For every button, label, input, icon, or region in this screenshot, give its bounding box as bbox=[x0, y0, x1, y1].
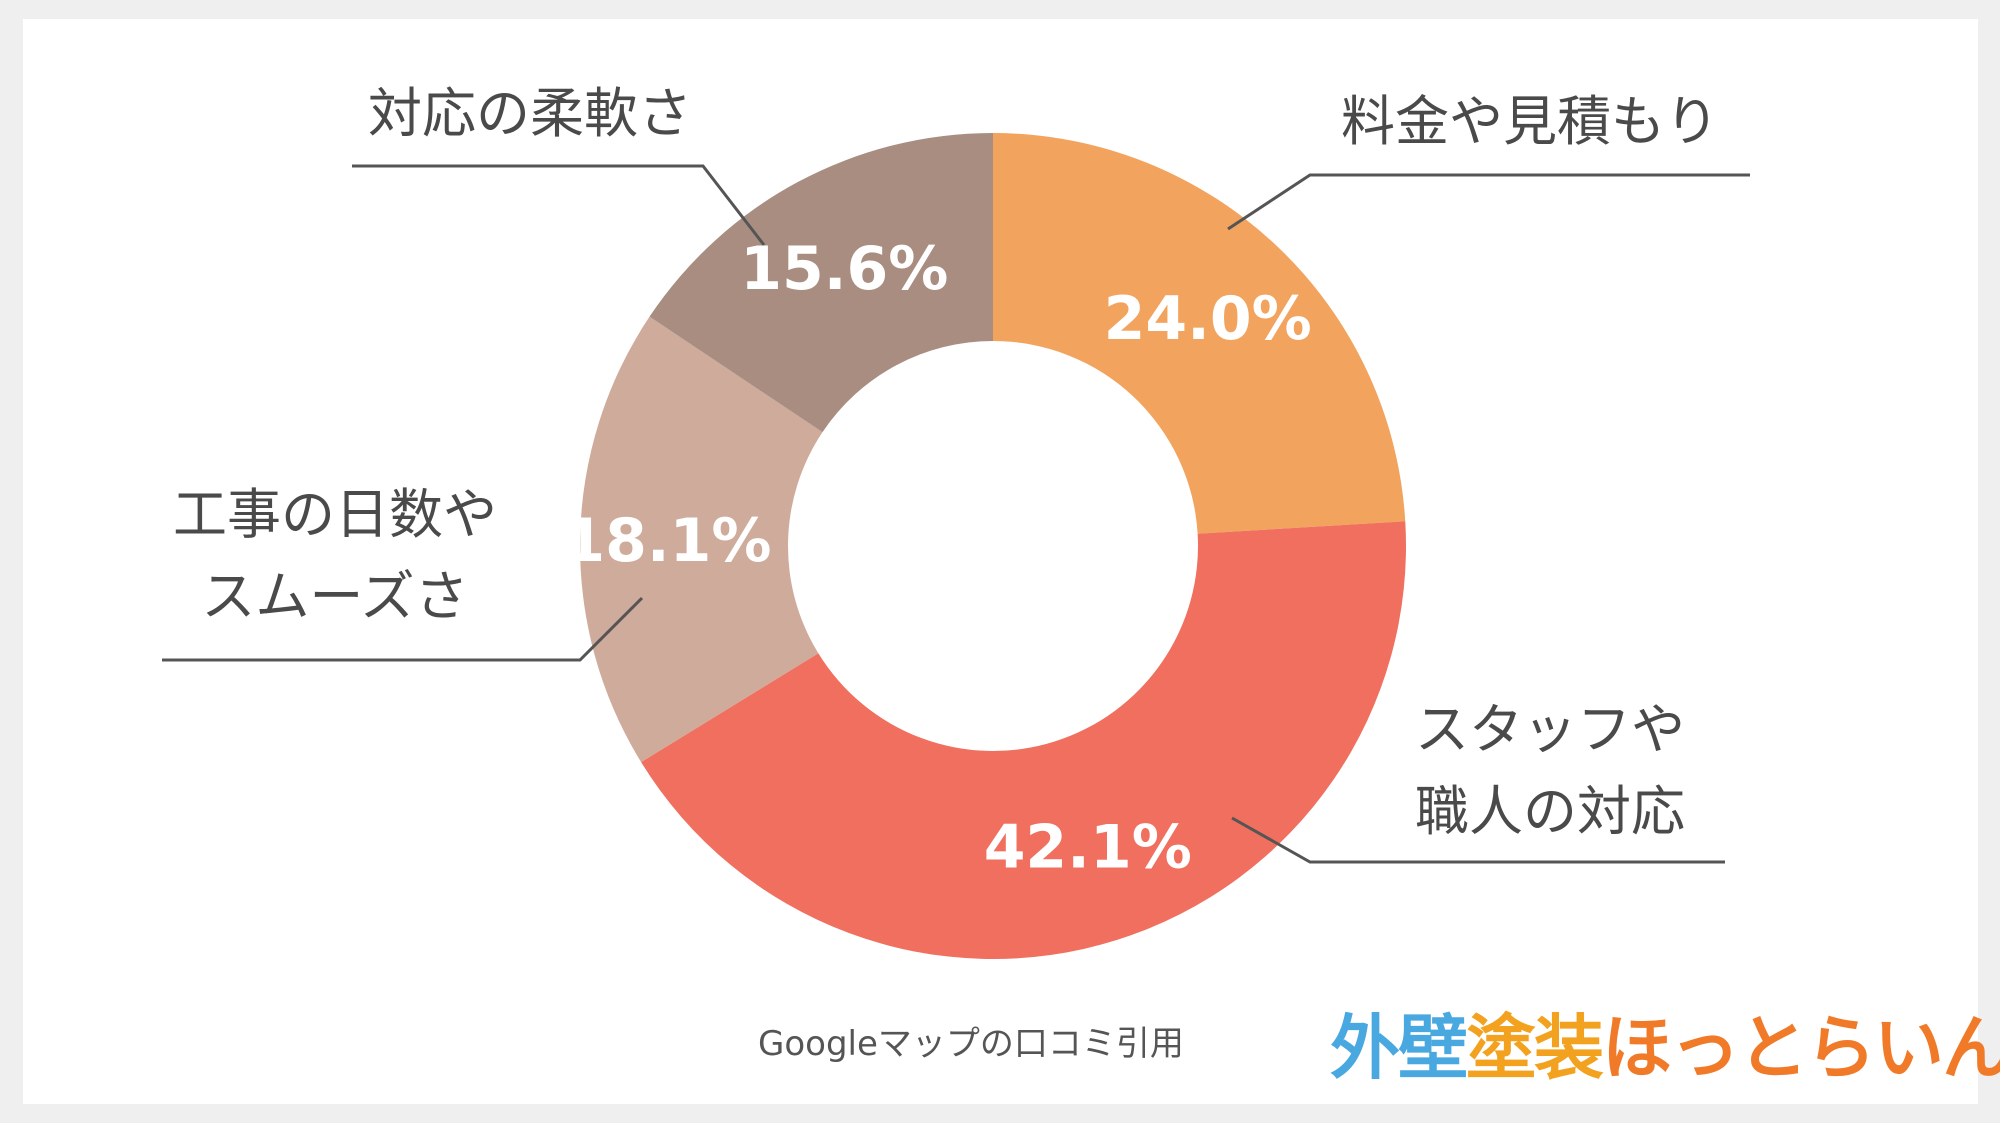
brand-part-3: ほっとらいん bbox=[1602, 1007, 2000, 1089]
pie-slice-2 bbox=[641, 521, 1406, 959]
data-label-4: 15.6% bbox=[740, 234, 948, 304]
leader-line-3 bbox=[162, 596, 644, 662]
pie-slice-1 bbox=[993, 133, 1406, 534]
pie-slice-3 bbox=[580, 316, 823, 763]
category-label-2-line-2: 職人の対応 bbox=[1415, 780, 1685, 843]
category-label-1-line-1: 料金や見積もり bbox=[1341, 90, 1719, 153]
data-label-2: 42.1% bbox=[984, 813, 1192, 883]
brand-part-1: 外壁 bbox=[1330, 1007, 1468, 1089]
brand-part-2: 塗装 bbox=[1466, 1007, 1604, 1089]
source-note: Googleマップの口コミ引用 bbox=[758, 1024, 1184, 1064]
leader-line-4 bbox=[352, 164, 766, 246]
leader-line-2 bbox=[1231, 816, 1725, 864]
pie-slice-4 bbox=[649, 133, 993, 433]
category-label-3-line-2: スムーズさ bbox=[201, 565, 468, 628]
brand-logo: 外壁塗装ほっとらいん bbox=[1330, 992, 2000, 1093]
leader-line-1 bbox=[1227, 173, 1750, 231]
data-label-3: 18.1% bbox=[563, 506, 771, 576]
category-label-3-line-1: 工事の日数や bbox=[173, 483, 497, 546]
data-label-1: 24.0% bbox=[1104, 284, 1312, 354]
category-label-4-line-1: 対応の柔軟さ bbox=[368, 82, 692, 145]
category-label-2-line-1: スタッフや bbox=[1415, 698, 1685, 761]
